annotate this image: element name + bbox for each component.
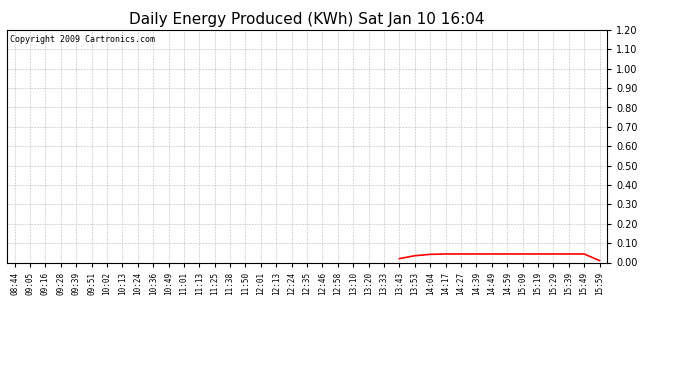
- Title: Daily Energy Produced (KWh) Sat Jan 10 16:04: Daily Energy Produced (KWh) Sat Jan 10 1…: [129, 12, 485, 27]
- Text: Copyright 2009 Cartronics.com: Copyright 2009 Cartronics.com: [10, 34, 155, 44]
